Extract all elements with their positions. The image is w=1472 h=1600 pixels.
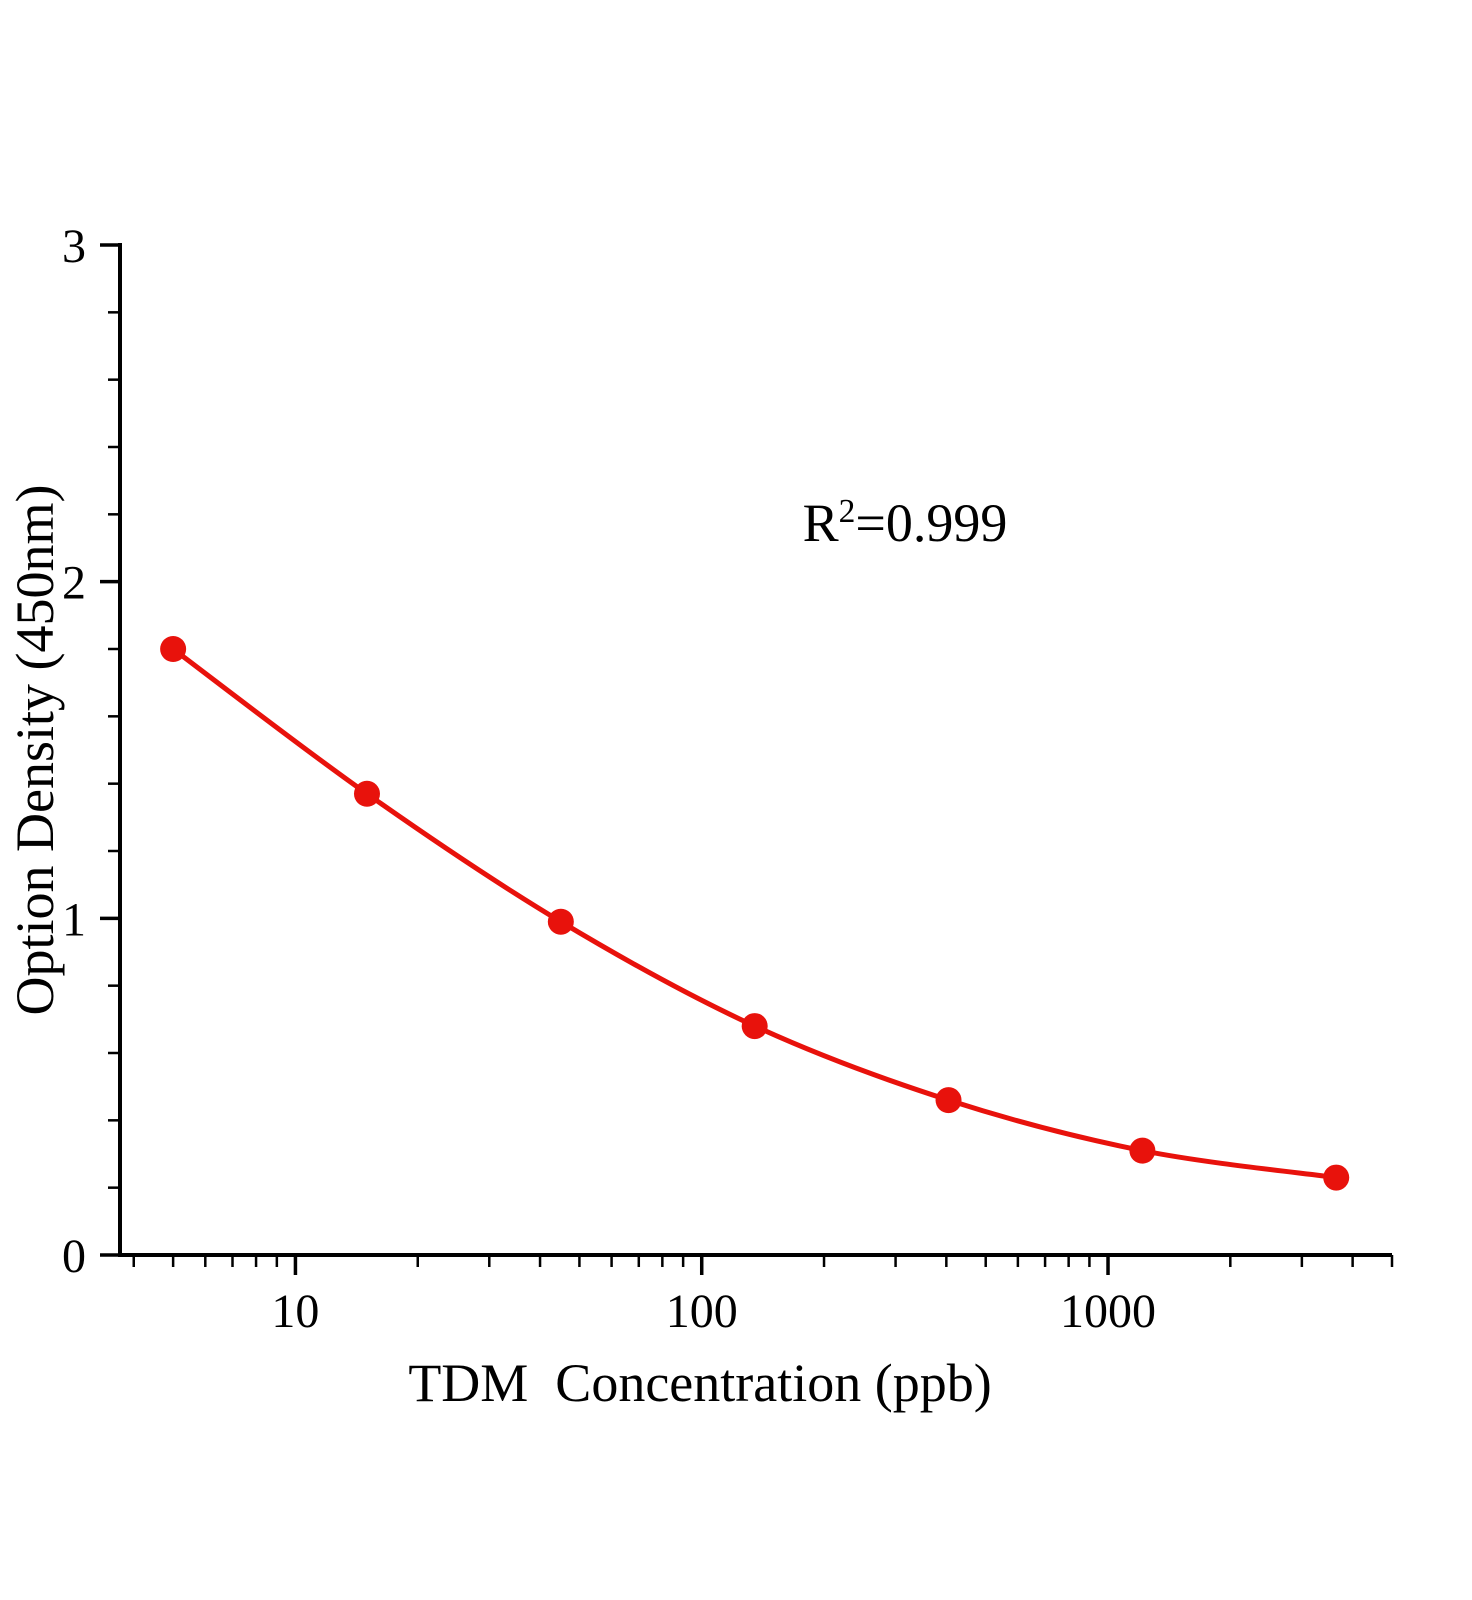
annotation-exponent: 2 [838,493,856,530]
y-tick-label: 2 [62,557,86,610]
r-squared-annotation: R2=0.999 [695,492,1115,554]
x-tick-label: 10 [271,1285,319,1338]
data-point [353,780,380,807]
data-point [1129,1137,1156,1164]
y-axis-label: Option Density (450nm) [5,484,65,1016]
annotation-value: =0.999 [855,493,1008,553]
y-tick-label: 3 [62,220,86,273]
x-tick-label: 100 [666,1285,738,1338]
y-tick-label: 0 [62,1230,86,1283]
y-tick-label: 1 [62,893,86,946]
x-axis-label: TDM Concentration (ppb) [408,1353,992,1413]
axes-spines [118,243,1392,1257]
data-point [1323,1164,1350,1191]
data-point [935,1087,962,1114]
standard-curve-line [170,646,1339,1181]
annotation-base: R [802,493,839,553]
data-point [160,636,187,662]
x-tick-label: 1000 [1060,1285,1156,1338]
data-point [547,908,574,935]
data-point [741,1013,768,1040]
